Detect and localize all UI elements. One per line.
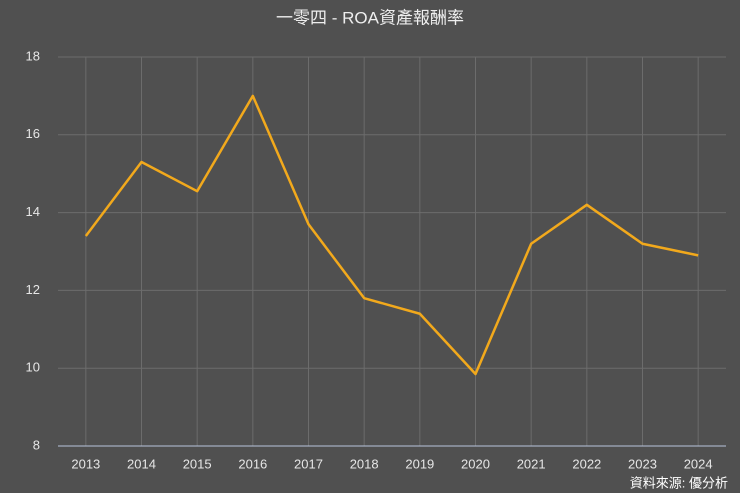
x-tick-label: 2020	[461, 456, 490, 471]
data-line	[84, 94, 699, 376]
x-tick-label: 2017	[294, 456, 323, 471]
x-tick-label: 2018	[350, 456, 379, 471]
y-tick-label: 12	[26, 282, 40, 297]
y-tick-label: 16	[26, 126, 40, 141]
source-note: 資料來源: 優分析	[630, 475, 728, 490]
x-tick-label: 2014	[127, 456, 156, 471]
y-tick-label: 14	[26, 204, 40, 219]
chart-title: 一零四 - ROA資產報酬率	[276, 8, 464, 27]
x-tick-label: 2021	[517, 456, 546, 471]
y-tick-label: 10	[26, 360, 40, 375]
x-tick-label: 2016	[238, 456, 267, 471]
x-tick-label: 2019	[405, 456, 434, 471]
x-tick-label: 2024	[684, 456, 713, 471]
x-tick-label: 2015	[183, 456, 212, 471]
y-tick-label: 18	[26, 48, 40, 63]
y-tick-label: 8	[33, 437, 40, 452]
x-tick-label: 2013	[71, 456, 100, 471]
x-tick-label: 2022	[572, 456, 601, 471]
x-tick-label: 2023	[628, 456, 657, 471]
